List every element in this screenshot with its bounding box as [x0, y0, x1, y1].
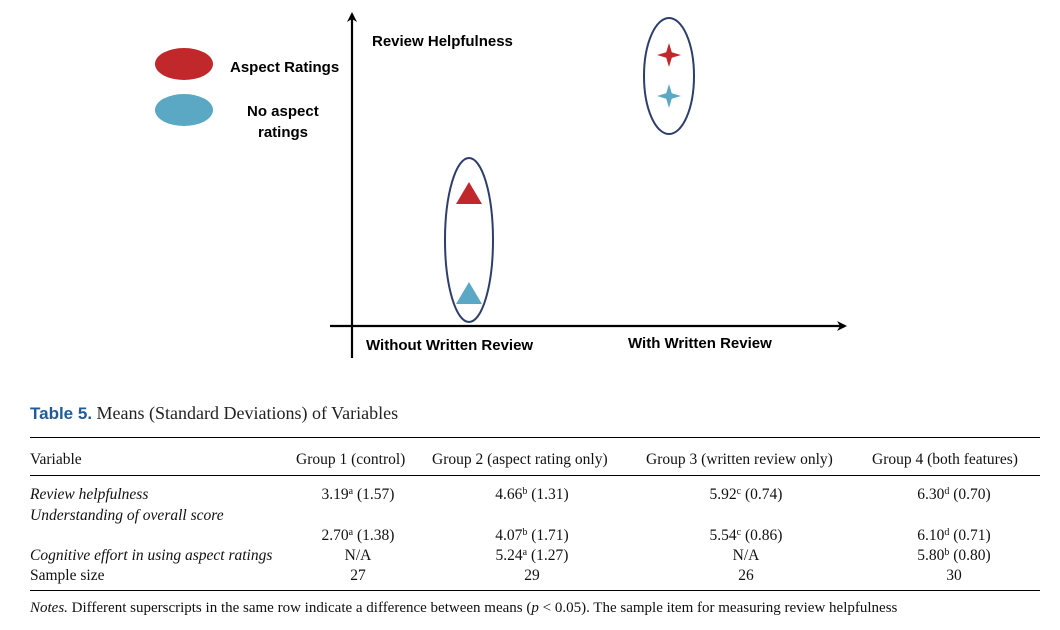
table-cell: N/A — [344, 547, 372, 564]
table-cell: 2.70a (1.38) — [321, 527, 395, 544]
header-group-2: Group 2 (aspect rating only) — [432, 451, 608, 468]
table-cell: N/A — [732, 547, 760, 564]
group-ellipse-without-written-review — [444, 157, 494, 323]
table-cell: 4.66b (1.31) — [495, 486, 569, 503]
table-cell: 30 — [946, 567, 962, 584]
table-cell: 5.24a (1.27) — [495, 547, 569, 564]
legend-no-aspect-ratings-label-line2: ratings — [258, 124, 308, 141]
row-label-cognitive-effort: Cognitive effort in using aspect ratings — [30, 547, 273, 564]
row-label-sample-size: Sample size — [30, 567, 105, 584]
review-helpfulness-figure: Review Helpfulness Without Written Revie… — [155, 12, 847, 358]
table-notes: Notes. Different superscripts in the sam… — [30, 600, 898, 616]
table-bottom-rule — [30, 590, 1040, 591]
table-cell: 6.30d (0.70) — [917, 486, 991, 503]
header-group-4: Group 4 (both features) — [872, 451, 1018, 468]
y-axis-label: Review Helpfulness — [372, 33, 513, 50]
legend-no-aspect-ratings-swatch — [155, 94, 213, 126]
table-title: Means (Standard Deviations) of Variables — [96, 403, 399, 423]
marker-aspect-ratings-without-written-review — [456, 182, 482, 204]
table-cell: 26 — [738, 567, 754, 584]
marker-no-aspect-ratings-with-written-review — [657, 84, 681, 108]
row-label-review-helpfulness: Review helpfulness — [30, 486, 149, 503]
legend-no-aspect-ratings-label-line1: No aspect — [247, 103, 319, 120]
table-section: Table 5. Means (Standard Deviations) of … — [0, 395, 1060, 630]
table-cell: 29 — [524, 567, 540, 584]
header-group-1: Group 1 (control) — [296, 451, 406, 468]
table-cell: 27 — [350, 567, 366, 584]
table-caption: Table 5. Means (Standard Deviations) of … — [30, 403, 398, 424]
table-cell: 5.54c (0.86) — [709, 527, 783, 544]
table-label: Table 5. — [30, 404, 93, 423]
marker-aspect-ratings-with-written-review — [657, 43, 681, 67]
table-cell: 5.92c (0.74) — [709, 486, 783, 503]
table-cell: 3.19a (1.57) — [321, 486, 395, 503]
header-variable: Variable — [30, 451, 82, 468]
x-category-label-with-written-review: With Written Review — [628, 335, 772, 352]
table-cell: 4.07b (1.71) — [495, 527, 569, 544]
marker-no-aspect-ratings-without-written-review — [456, 282, 482, 304]
data-markers — [456, 43, 681, 304]
header-group-3: Group 3 (written review only) — [646, 451, 833, 468]
table-cell: 6.10d (0.71) — [917, 527, 991, 544]
legend-aspect-ratings-swatch — [155, 48, 213, 80]
table-header-rule — [30, 475, 1040, 476]
x-category-label-without-written-review: Without Written Review — [366, 337, 533, 354]
group-ellipse-with-written-review — [643, 17, 695, 135]
legend-aspect-ratings-label: Aspect Ratings — [230, 59, 339, 76]
row-label-understanding-of-overall-score: Understanding of overall score — [30, 507, 224, 524]
table-top-rule — [30, 437, 1040, 438]
table-cell: 5.80b (0.80) — [917, 547, 991, 564]
